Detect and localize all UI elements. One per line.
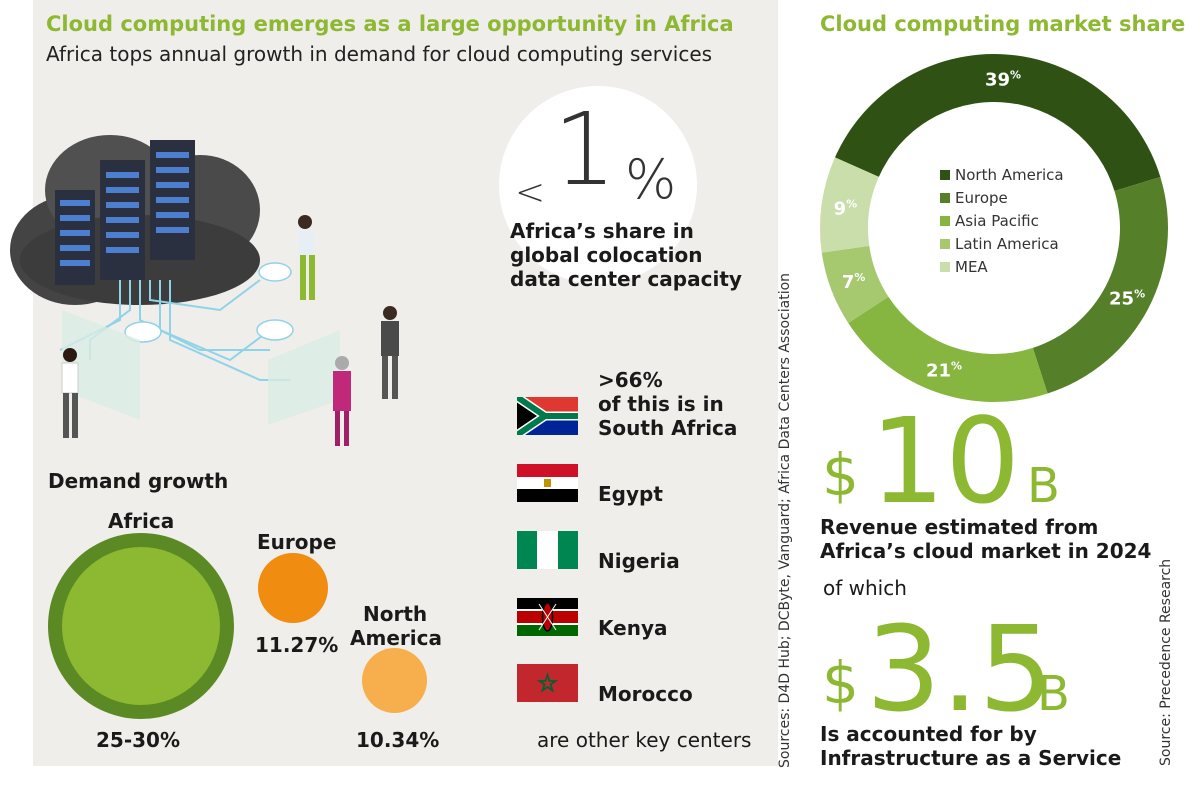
legend-item: North America xyxy=(940,166,1064,184)
key-centers-note: are other key centers xyxy=(537,728,752,752)
right-source-note: Source: Precedence Research xyxy=(1158,558,1174,766)
north-america-growth-bubble xyxy=(362,648,427,713)
colocation-label-line-3: data center capacity xyxy=(510,267,742,291)
screen-panel-icon xyxy=(62,310,140,420)
legend-item: Europe xyxy=(940,189,1008,207)
country-kenya: Kenya xyxy=(598,616,668,640)
nigeria-flag-icon xyxy=(517,531,578,569)
iaas-value: 3.5 xyxy=(866,600,1054,738)
person-icon xyxy=(381,306,399,399)
legend-item: Latin America xyxy=(940,235,1059,253)
market-share-donut-chart: 39%25%21%7%9% xyxy=(820,53,1168,402)
legend-swatch xyxy=(940,262,950,272)
legend-item: Asia Pacific xyxy=(940,212,1039,230)
market-share-title: Cloud computing market share xyxy=(820,12,1186,36)
donut-slice-asia-pacific xyxy=(848,296,1048,402)
screen-panel-icon xyxy=(268,330,340,425)
legend-swatch xyxy=(940,193,950,203)
revenue-label-line-2: Africa’s cloud market in 2024 xyxy=(820,539,1152,563)
legend-label: MEA xyxy=(955,258,988,276)
donut-slice-north-america xyxy=(834,53,1161,192)
left-source-note: Sources: D4D Hub; DCByte, Vanguard; Afri… xyxy=(777,272,793,768)
africa-label: Africa xyxy=(108,509,175,533)
revenue-unit: B xyxy=(1027,458,1060,514)
colocation-value: 1 xyxy=(553,91,617,208)
south-africa-share: >66% xyxy=(598,368,663,392)
south-africa-line-2: of this is in xyxy=(598,392,724,416)
morocco-flag-icon xyxy=(517,664,578,702)
south-africa-flag-icon xyxy=(517,397,578,435)
donut-slice-europe xyxy=(1032,176,1168,394)
donut-slice-latin-america xyxy=(821,245,889,324)
person-icon xyxy=(298,215,315,300)
legend-swatch xyxy=(940,239,950,249)
legend-swatch xyxy=(940,170,950,180)
europe-growth-bubble xyxy=(258,553,328,623)
south-africa-line-3: South Africa xyxy=(598,416,738,440)
iaas-label-line-2: Infrastructure as a Service xyxy=(820,746,1122,770)
colocation-less-than: < xyxy=(515,172,546,213)
iaas-label-line-1: Is accounted for by xyxy=(820,722,1037,746)
africa-growth-value: 25-30% xyxy=(96,728,181,752)
legend-item: MEA xyxy=(940,258,988,276)
person-icon xyxy=(61,348,79,438)
country-morocco: Morocco xyxy=(598,682,693,706)
legend-label: North America xyxy=(955,166,1064,184)
revenue-label-line-1: Revenue estimated from xyxy=(820,515,1099,539)
revenue-value: 10 xyxy=(870,392,1021,530)
server-racks-icon xyxy=(55,140,195,285)
north-america-label-line-1: North xyxy=(363,602,428,626)
colocation-percent: % xyxy=(625,148,677,211)
north-america-growth-value: 10.34% xyxy=(356,728,440,752)
donut-slice-mea xyxy=(820,157,879,253)
kenya-flag-icon xyxy=(517,598,578,636)
africa-growth-bubble xyxy=(48,533,234,719)
page-subtitle: Africa tops annual growth in demand for … xyxy=(46,42,713,66)
person-icon xyxy=(333,356,351,446)
north-america-label-line-2: America xyxy=(350,626,442,650)
europe-label: Europe xyxy=(257,530,337,554)
iaas-currency: $ xyxy=(822,649,859,717)
page-title: Cloud computing emerges as a large oppor… xyxy=(46,12,734,36)
legend-label: Europe xyxy=(955,189,1008,207)
revenue-currency: $ xyxy=(822,441,859,509)
legend-label: Asia Pacific xyxy=(955,212,1039,230)
colocation-label-line-1: Africa’s share in xyxy=(510,219,694,243)
europe-growth-value: 11.27% xyxy=(255,633,339,657)
colocation-label-line-2: global colocation xyxy=(510,243,703,267)
legend-swatch xyxy=(940,216,950,226)
colocation-circle xyxy=(499,86,697,284)
of-which-text: of which xyxy=(823,576,907,600)
cloud-datacenter-illustration xyxy=(10,135,399,446)
country-nigeria: Nigeria xyxy=(598,549,680,573)
iaas-unit: B xyxy=(1037,666,1070,722)
demand-growth-title: Demand growth xyxy=(48,469,229,493)
legend-label: Latin America xyxy=(955,235,1059,253)
country-egypt: Egypt xyxy=(598,482,663,506)
egypt-flag-icon xyxy=(517,464,578,502)
